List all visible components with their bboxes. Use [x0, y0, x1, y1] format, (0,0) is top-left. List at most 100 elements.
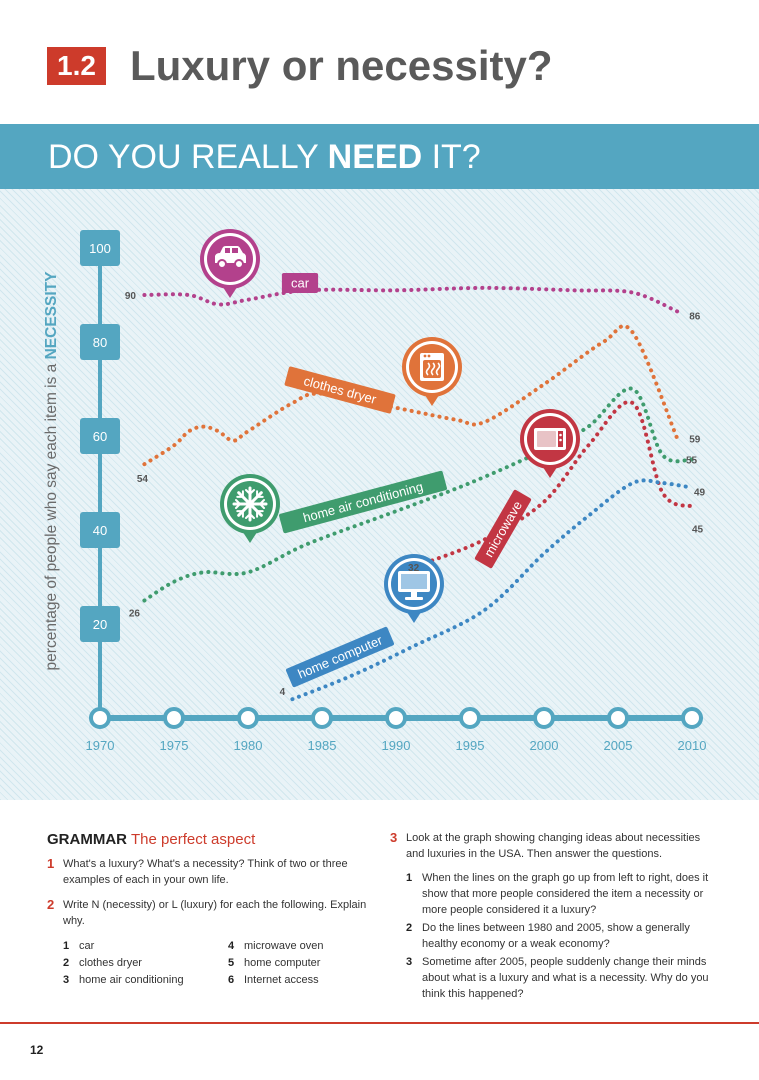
y-tick-label: 60	[93, 429, 107, 444]
item-number: 6	[228, 974, 235, 986]
y-tick-label: 100	[89, 241, 111, 256]
x-tick-label: 2005	[604, 738, 633, 753]
grammar-label: GRAMMAR	[47, 831, 127, 848]
snowflake-branch	[236, 490, 264, 518]
banner-text-before: DO YOU REALLY	[48, 138, 328, 176]
sub-question: 2 Do the lines between 1980 and 2005, sho…	[406, 920, 720, 952]
sub-question-text: Sometime after 2005, people suddenly cha…	[422, 956, 709, 1000]
y-tick-label: 40	[93, 523, 107, 538]
exercise-left-column: GRAMMAR The perfect aspect 1 What's a lux…	[47, 830, 367, 988]
series-name-label: car	[291, 276, 310, 291]
item-number: 2	[63, 957, 70, 969]
page-number: 12	[30, 1043, 44, 1057]
series-line-clothes-dryer	[142, 324, 680, 467]
dryer-knob	[427, 354, 431, 358]
unit-number-badge: 1.2	[47, 47, 106, 85]
x-tick-label: 1995	[456, 738, 485, 753]
item-number: 5	[228, 957, 235, 969]
x-axis-node	[311, 707, 333, 729]
banner-title: DO YOU REALLY NEED IT?	[48, 137, 481, 177]
series-name-tag-bg	[284, 366, 396, 414]
snowflake-branch	[235, 499, 265, 509]
y-tick-box	[80, 324, 120, 360]
series-name-tag: home computer	[285, 626, 395, 688]
item-number: 4	[228, 940, 235, 952]
question-2-items: 1 car 4 microwave oven 2 clothes dryer 5 hom…	[47, 938, 367, 988]
sub-question-text: Do the lines between 1980 and 2005, show…	[422, 922, 690, 950]
series-name-tag-bg	[285, 626, 395, 688]
y-axis-title-text: percentage of people who say each item i…	[43, 359, 60, 670]
page-header: 1.2 Luxury or necessity?	[0, 0, 759, 118]
x-axis-node	[681, 707, 703, 729]
car-window	[225, 248, 230, 253]
question-number: 1	[47, 856, 55, 871]
item-text: home air conditioning	[79, 974, 184, 986]
series-name-tag-bg	[279, 470, 447, 534]
series-name-label: microwave	[481, 498, 525, 559]
x-axis-node	[385, 707, 407, 729]
item-text: clothes dryer	[79, 957, 142, 969]
question-number: 2	[47, 897, 55, 912]
x-axis-node	[459, 707, 481, 729]
x-axis-node	[237, 707, 259, 729]
question-3: 3 Look at the graph showing changing ide…	[390, 830, 720, 862]
series-name-label: home computer	[295, 632, 385, 681]
series-name-tag-bg	[281, 273, 319, 293]
x-tick-label: 1990	[382, 738, 411, 753]
series-line-home-computer	[290, 478, 694, 702]
series-end-label: 49	[694, 488, 706, 499]
series-name-label: clothes dryer	[302, 373, 378, 407]
series-start-label: 54	[137, 474, 149, 485]
series-name-tag: microwave	[474, 489, 532, 569]
list-item: 4 microwave oven	[228, 938, 368, 954]
item-text: Internet access	[244, 974, 319, 986]
monitor-stand	[405, 597, 423, 600]
y-tick-box	[80, 230, 120, 266]
microwave-icon	[520, 409, 580, 478]
item-text: microwave oven	[244, 940, 324, 952]
question-text: Write N (necessity) or L (luxury) for ea…	[63, 899, 367, 927]
x-tick-label: 1975	[160, 738, 189, 753]
question-text: Look at the graph showing changing ideas…	[406, 832, 701, 860]
y-tick-label: 20	[93, 617, 107, 632]
x-tick-label: 1985	[308, 738, 337, 753]
series-end-label: 86	[689, 311, 701, 322]
snowflake-branch	[236, 490, 264, 518]
series-start-label: 32	[408, 563, 420, 574]
series-name-label: home air conditioning	[301, 479, 424, 525]
chart-series-lines	[142, 285, 694, 702]
section-banner: DO YOU REALLY NEED IT?	[0, 124, 759, 189]
y-axis-title-bold: NECESSITY	[43, 271, 60, 360]
dryer-knob	[423, 354, 427, 358]
monitor-icon	[384, 554, 444, 623]
x-axis-node	[607, 707, 629, 729]
series-line-microwave	[423, 400, 694, 565]
chart-axes: 20 40 60 80 100 percentage of people who say …	[43, 230, 706, 753]
list-item: 5 home computer	[228, 955, 368, 971]
series-start-label: 4	[280, 687, 286, 698]
exercise-right-column: 3 Look at the graph showing changing ide…	[390, 830, 720, 1004]
car-wheel	[234, 259, 244, 269]
y-tick-box	[80, 418, 120, 454]
series-end-label: 45	[692, 525, 704, 536]
grammar-topic: The perfect aspect	[131, 831, 256, 848]
car-body	[215, 246, 246, 263]
exercise-section: GRAMMAR The perfect aspect 1 What's a lux…	[0, 800, 759, 1080]
sub-question-number: 2	[406, 922, 413, 934]
car-icon	[200, 229, 260, 298]
item-number: 1	[63, 940, 70, 952]
chart-icons	[200, 229, 580, 623]
series-line-car	[142, 285, 680, 314]
series-name-tag: clothes dryer	[284, 366, 396, 414]
series-name-tag-bg	[474, 489, 532, 569]
unit-title: Luxury or necessity?	[130, 42, 553, 89]
series-start-label: 26	[129, 609, 141, 620]
grammar-heading: GRAMMAR The perfect aspect	[47, 830, 367, 850]
monitor-neck	[411, 592, 417, 597]
item-text: car	[79, 940, 95, 952]
monitor-screen	[401, 574, 427, 589]
sub-question: 3 Sometime after 2005, people suddenly ch…	[406, 954, 720, 1002]
banner-text-after: IT?	[422, 138, 481, 176]
item-text: home computer	[244, 957, 321, 969]
question-text: What's a luxury? What's a necessity? Thi…	[63, 858, 348, 886]
